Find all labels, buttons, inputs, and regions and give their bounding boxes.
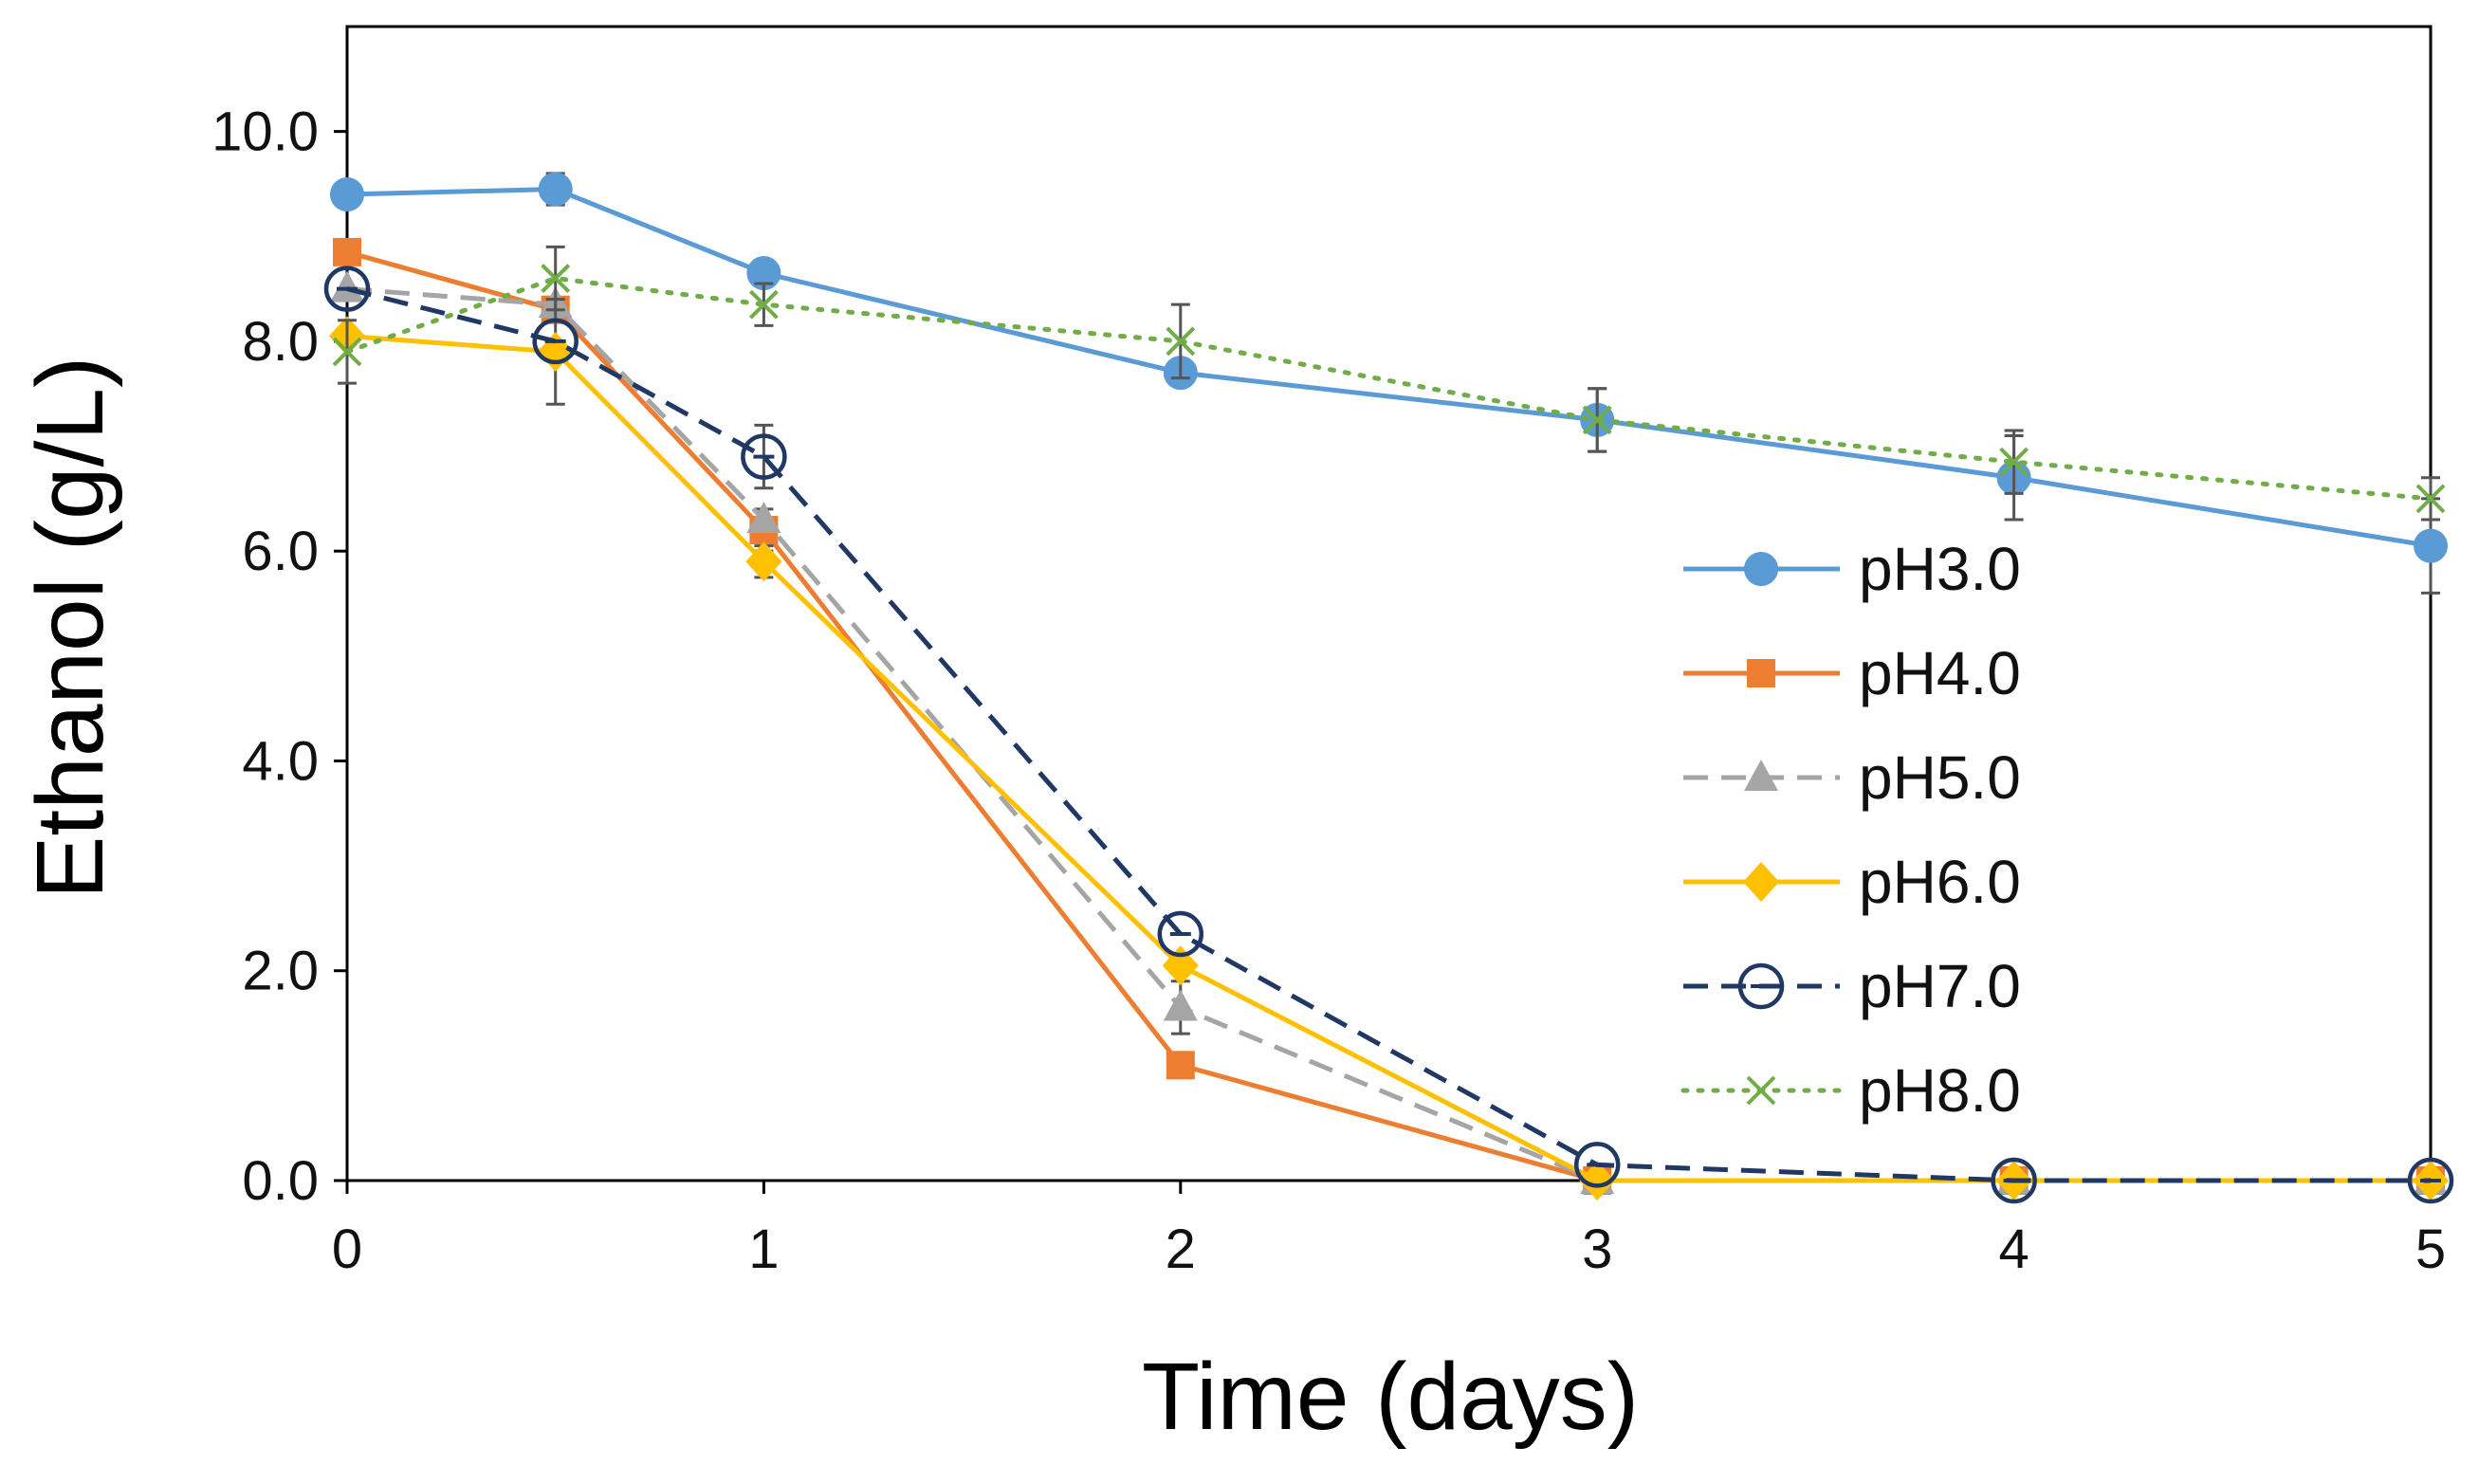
marker-stroke [1582,405,1612,435]
legend-entry: pH7.0 [1683,952,2021,1020]
marker-stroke [1166,326,1196,357]
y-tick-label: 0.0 [242,1150,319,1212]
data-point [1157,910,1204,958]
legend-marker [1746,1075,1776,1106]
y-tick-label: 2.0 [242,941,319,1002]
x-tick-label: 5 [2415,1218,2446,1280]
legend-entry: pH5.0 [1683,743,2021,812]
marker-ring [2407,1157,2454,1204]
y-tick-label: 4.0 [242,730,319,792]
x-axis-title: Time (days) [1142,1344,1639,1450]
data-point [333,237,361,266]
data-point [541,264,571,293]
series-ph7-0 [323,266,2454,1204]
marker-ring [1991,1157,2037,1204]
data-point [745,541,782,582]
data-point [1163,989,1198,1021]
x-tick-label: 1 [748,1218,779,1280]
marker-stroke [541,264,571,293]
legend-marker [1743,862,1779,902]
marker-stroke [1999,447,2029,477]
legend-label: pH7.0 [1859,952,2021,1020]
marker-stroke [1746,1075,1776,1106]
marker-ring [323,266,371,312]
data-point [2414,528,2448,563]
legend-marker [1747,659,1775,687]
data-point [323,266,371,312]
marker-stroke [2415,484,2446,514]
marker-ring [741,433,787,480]
y-tick-label: 6.0 [242,521,319,582]
data-point [1999,447,2029,477]
legend-marker [1737,962,1785,1010]
data-point [532,318,578,365]
data-point [2407,1157,2454,1204]
x-tick-label: 0 [332,1218,362,1280]
series-layer [323,172,2454,1204]
legend-entry: pH3.0 [1683,535,2021,603]
data-point [1166,326,1196,357]
legend-label: pH6.0 [1859,848,2021,916]
y-tick-label: 10.0 [211,101,319,163]
marker-ring [1737,962,1785,1010]
legend-entry: pH8.0 [1680,1056,2021,1125]
y-axis-title: Ethanol (g/L) [17,357,123,900]
data-point [330,270,364,302]
data-point [1991,1157,2037,1204]
data-point [746,501,781,533]
legend-marker [1744,760,1778,791]
data-point [1573,1142,1621,1188]
legend-label: pH8.0 [1859,1056,2021,1125]
data-point [2415,484,2446,514]
data-point [748,289,779,320]
marker-ring [532,318,578,365]
axes: 0.0 2.0 4.0 6.0 8.0 10.0 0 1 2 3 4 5 [211,25,2446,1280]
data-point [1579,1161,1616,1200]
series-ph8-0 [332,245,2446,522]
data-point [538,172,573,207]
marker-ring [1573,1142,1621,1188]
data-point [1166,1051,1195,1080]
legend-label: pH4.0 [1859,639,2021,707]
marker-stroke [332,337,362,367]
legend-label: pH3.0 [1859,535,2021,603]
legend-entry: pH4.0 [1683,639,2021,707]
legend-entry: pH6.0 [1683,848,2021,916]
marker-ring [1157,910,1204,958]
legend: pH3.0 pH4.0 pH5.0 pH6.0 pH7.0 pH8.0 [1680,535,2021,1125]
y-tick-label: 8.0 [242,311,319,373]
data-point [1162,945,1199,986]
data-point [332,337,362,367]
data-point [1582,405,1612,435]
x-tick-label: 2 [1166,1218,1196,1280]
data-point [330,177,364,212]
x-tick-label: 3 [1582,1218,1612,1280]
data-point [741,433,787,480]
marker-stroke [748,289,779,320]
x-tick-label: 4 [1998,1218,2029,1280]
plot-frame [345,25,2433,1182]
legend-marker [1744,552,1778,586]
legend-label: pH5.0 [1859,743,2021,812]
